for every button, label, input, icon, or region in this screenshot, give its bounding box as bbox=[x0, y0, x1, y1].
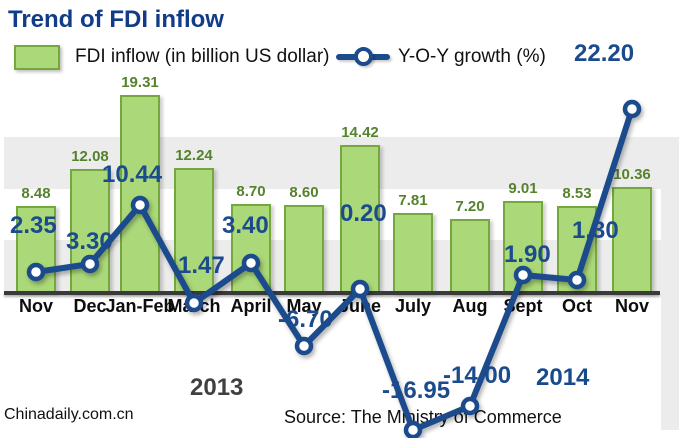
bar-value-label: 8.48 bbox=[21, 185, 51, 202]
source-note: Source: The Ministry of Commerce bbox=[284, 407, 562, 427]
line-value-label: 2.35 bbox=[10, 212, 57, 239]
x-tick-label: Aug bbox=[452, 296, 488, 316]
line-value-label: 0.20 bbox=[340, 200, 387, 227]
line-marker bbox=[294, 336, 314, 356]
bar-july bbox=[393, 213, 433, 293]
x-tick-label: Nov bbox=[18, 296, 53, 316]
x-tick-label: Jan-Feb bbox=[105, 296, 175, 316]
line-value-label: 3.30 bbox=[66, 228, 113, 255]
line-marker bbox=[460, 396, 480, 416]
page-title: Trend of FDI inflow bbox=[8, 6, 224, 33]
bar-value-label: 8.60 bbox=[289, 184, 319, 201]
watermark-chinadaily: Chinadaily.com.cn bbox=[4, 406, 134, 423]
bar-value-label: 7.81 bbox=[398, 192, 428, 209]
line-marker bbox=[26, 262, 46, 282]
bar-nov14 bbox=[612, 187, 652, 293]
line-marker bbox=[130, 195, 150, 215]
year-group-2014: 2014 bbox=[536, 364, 590, 391]
bar-value-label: 9.01 bbox=[508, 180, 538, 197]
legend-bars-label: FDI inflow (in billion US dollar) bbox=[75, 46, 330, 67]
line-value-label: 1.30 bbox=[572, 217, 619, 244]
line-marker bbox=[403, 420, 423, 438]
year-group-2013: 2013 bbox=[190, 374, 244, 401]
x-axis-line bbox=[4, 291, 660, 295]
line-markers bbox=[26, 99, 642, 438]
line-value-label: -14.00 bbox=[443, 362, 512, 389]
line-marker bbox=[80, 254, 100, 274]
x-tick-label: May bbox=[286, 296, 322, 316]
bar-value-label: 19.31 bbox=[121, 74, 159, 91]
bar-value-label: 10.36 bbox=[613, 166, 651, 183]
line-value-label: 1.90 bbox=[504, 241, 551, 268]
bar-march bbox=[174, 168, 214, 293]
x-tick-label: Oct bbox=[561, 296, 592, 316]
bar-may bbox=[284, 205, 324, 293]
line-value-label: 10.44 bbox=[102, 161, 163, 188]
legend-line-marker-icon bbox=[354, 47, 373, 66]
legend-line-label: Y-O-Y growth (%) bbox=[398, 46, 546, 67]
plot-right-margin bbox=[661, 137, 679, 430]
legend-bar-swatch-icon bbox=[14, 45, 60, 70]
x-tick-label: Dec bbox=[73, 296, 107, 316]
line-marker bbox=[241, 253, 261, 273]
line-value-label: -16.95 bbox=[382, 377, 451, 404]
bar-janfeb bbox=[120, 95, 160, 293]
bar-value-label: 8.53 bbox=[562, 185, 592, 202]
bar-value-label: 8.70 bbox=[236, 183, 266, 200]
line-marker bbox=[567, 270, 587, 290]
line-marker bbox=[184, 293, 204, 313]
bar-aug bbox=[450, 219, 490, 293]
line-value-label: 3.40 bbox=[222, 212, 269, 239]
bar-value-label: 12.08 bbox=[71, 148, 109, 165]
bar-april bbox=[231, 204, 271, 293]
line-value-label: -6.70 bbox=[278, 306, 333, 333]
x-tick-label: July bbox=[394, 296, 432, 316]
bar-june bbox=[340, 145, 380, 293]
line-value-label: -1.47 bbox=[170, 252, 225, 279]
x-tick-label: Nov bbox=[614, 296, 649, 316]
bar-value-label: 14.42 bbox=[341, 124, 379, 141]
x-tick-label: April bbox=[230, 296, 272, 316]
line-value-label: 22.20 bbox=[574, 40, 635, 67]
line-marker bbox=[350, 279, 370, 299]
bar-value-label: 12.24 bbox=[175, 147, 213, 164]
line-marker bbox=[622, 99, 642, 119]
bar-value-label: 7.20 bbox=[455, 198, 485, 215]
line-marker bbox=[513, 265, 533, 285]
